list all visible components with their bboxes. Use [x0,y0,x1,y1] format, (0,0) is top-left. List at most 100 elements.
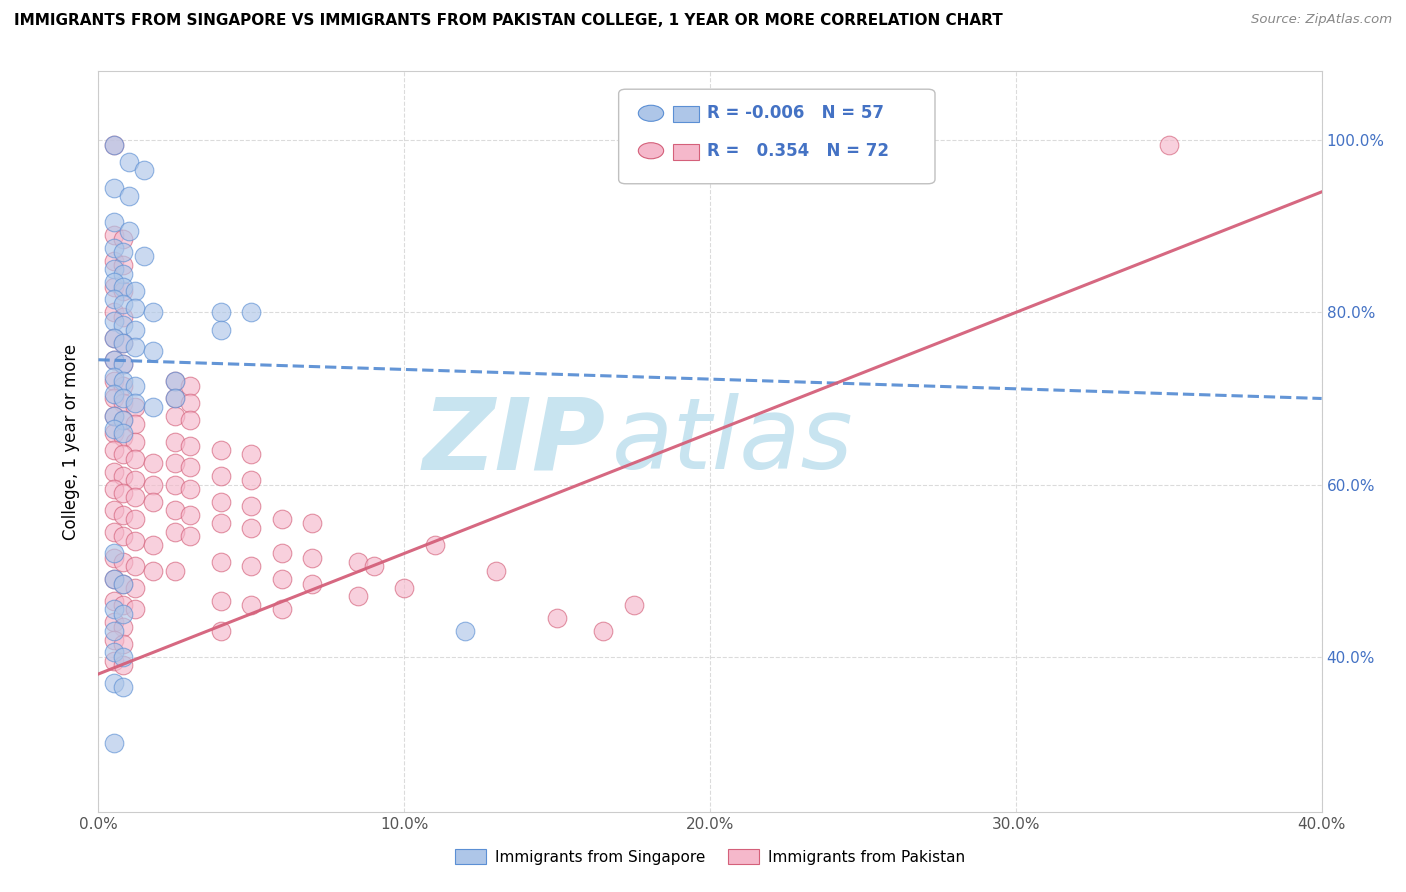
Point [179,460,201,475]
Point [163,392,186,406]
Point [111,607,134,621]
Point [111,413,134,427]
Point [1157,137,1180,152]
Point [270,572,292,586]
Point [163,374,186,388]
Point [103,675,125,690]
Point [124,602,146,616]
Point [163,477,186,491]
Point [142,400,165,414]
Point [103,305,125,319]
Point [103,314,125,328]
Point [111,680,134,694]
Point [209,443,232,458]
Point [103,352,125,367]
Point [270,512,292,526]
Point [124,400,146,414]
Point [209,323,232,337]
Point [546,611,568,625]
Point [103,482,125,496]
Point [142,477,165,491]
Point [347,590,370,604]
Point [454,624,477,638]
Point [240,559,263,574]
Point [134,250,156,264]
Y-axis label: College, 1 year or more: College, 1 year or more [62,343,80,540]
Point [111,357,134,371]
Point [103,572,125,586]
Point [103,465,125,479]
Point [111,392,134,406]
Point [111,486,134,500]
Point [103,594,125,608]
Point [163,409,186,423]
Point [179,439,201,453]
Point [240,447,263,461]
Point [124,323,146,337]
Point [103,736,125,750]
Point [270,602,292,616]
Point [111,598,134,612]
Point [103,387,125,401]
Point [270,546,292,560]
Point [103,180,125,194]
Point [111,649,134,664]
Point [103,602,125,616]
Point [118,189,141,203]
Point [209,305,232,319]
Point [103,524,125,539]
Point [209,594,232,608]
Point [163,524,186,539]
Point [179,396,201,410]
Point [124,301,146,315]
Point [209,516,232,531]
Point [423,538,446,552]
Text: Source: ZipAtlas.com: Source: ZipAtlas.com [1251,13,1392,27]
Point [111,658,134,673]
Point [163,503,186,517]
Point [240,473,263,487]
Text: IMMIGRANTS FROM SINGAPORE VS IMMIGRANTS FROM PAKISTAN COLLEGE, 1 YEAR OR MORE CO: IMMIGRANTS FROM SINGAPORE VS IMMIGRANTS … [14,13,1002,29]
Point [103,443,125,458]
Point [111,258,134,272]
Point [111,619,134,633]
Point [111,637,134,651]
Point [163,374,186,388]
Point [111,529,134,543]
Point [103,572,125,586]
Point [103,137,125,152]
Point [142,456,165,470]
Point [103,331,125,345]
Point [623,598,645,612]
Point [111,469,134,483]
Point [124,340,146,354]
Point [111,232,134,246]
Point [103,409,125,423]
Point [142,305,165,319]
Point [124,512,146,526]
Point [179,378,201,392]
Point [103,215,125,229]
Point [111,335,134,350]
Point [124,473,146,487]
Point [209,495,232,509]
Point [111,576,134,591]
Point [111,447,134,461]
Point [118,154,141,169]
Point [103,370,125,384]
Point [124,559,146,574]
Point [301,516,323,531]
Point [363,559,385,574]
Point [111,267,134,281]
Point [163,564,186,578]
Legend: Immigrants from Singapore, Immigrants from Pakistan: Immigrants from Singapore, Immigrants fr… [449,843,972,871]
Point [111,374,134,388]
Point [209,624,232,638]
Point [240,521,263,535]
Point [103,275,125,289]
Point [111,378,134,392]
Point [111,284,134,298]
Point [134,163,156,178]
Point [103,241,125,255]
Point [163,392,186,406]
